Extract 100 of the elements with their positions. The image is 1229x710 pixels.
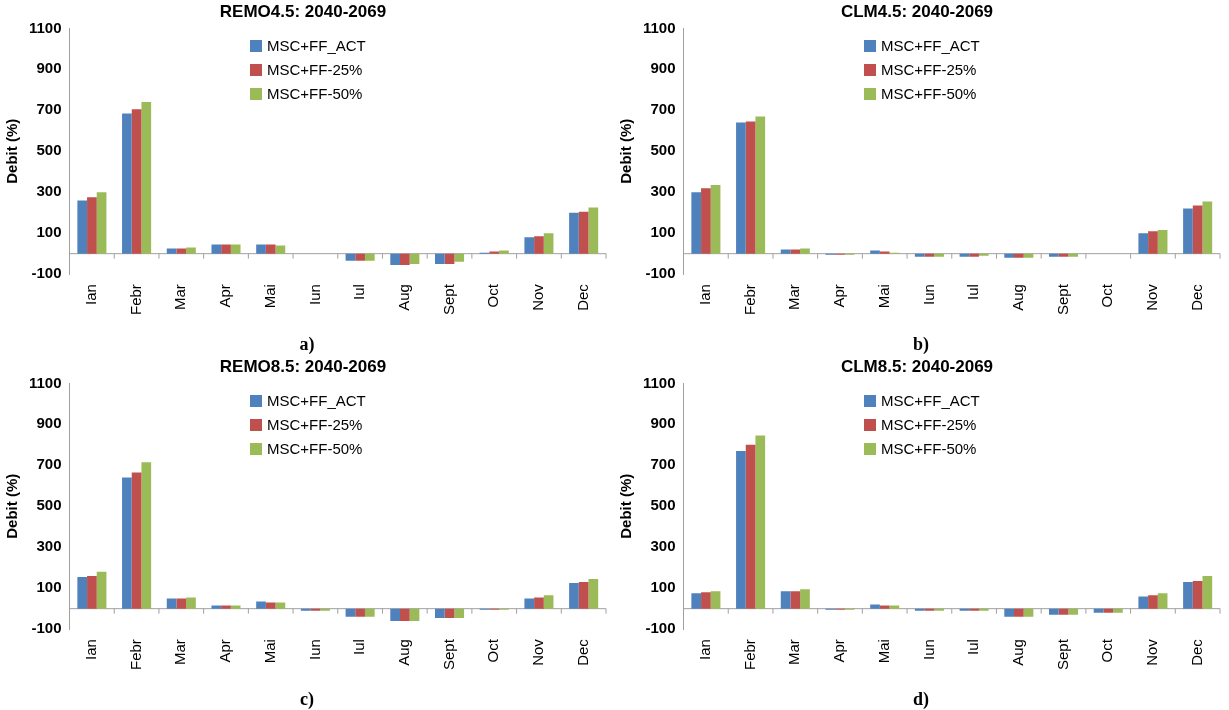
bar (870, 604, 880, 609)
bar (1013, 253, 1024, 258)
bar (710, 591, 721, 609)
x-tick-label: Apr (830, 284, 848, 308)
y-tick-label: 300 (36, 537, 62, 555)
bar (1093, 608, 1104, 613)
y-tick-label: 300 (650, 182, 676, 200)
x-tick-label: Nov (529, 283, 547, 311)
bar (701, 188, 711, 254)
y-tick-label: 1100 (28, 18, 62, 36)
legend-label: MSC+FF_ACT (881, 36, 980, 56)
bar (1202, 575, 1213, 609)
bar (959, 608, 970, 611)
chart-title: REMO8.5: 2040-2069 (219, 356, 387, 376)
bar (879, 605, 890, 609)
x-tick-label: Apr (830, 639, 848, 663)
bar (1004, 253, 1014, 258)
y-tick-label: 900 (650, 59, 676, 77)
bar (454, 608, 465, 618)
bar (736, 450, 746, 609)
y-axis-title: Debit (%) (617, 118, 635, 184)
bar (364, 608, 375, 617)
bar (345, 253, 356, 261)
bar (186, 597, 196, 609)
bar (934, 608, 944, 611)
x-tick-label: Dec (1187, 638, 1205, 666)
x-tick-label: Aug (1008, 639, 1026, 666)
bar (96, 192, 107, 254)
y-tick-label: 500 (36, 496, 62, 514)
bar (1023, 608, 1034, 617)
bar (755, 435, 766, 609)
y-axis-title: Debit (%) (617, 473, 635, 539)
y-tick-label: 500 (36, 141, 62, 159)
bar (524, 598, 535, 609)
bar (256, 244, 266, 254)
bar (1138, 596, 1149, 609)
bar (1004, 608, 1014, 617)
bar (1157, 230, 1168, 254)
bar (454, 253, 465, 262)
chart-title: CLM4.5: 2040-2069 (840, 1, 994, 21)
chart-title: REMO4.5: 2040-2069 (219, 1, 387, 21)
x-tick-label: Mai (260, 639, 278, 664)
bar (879, 251, 890, 254)
y-tick-label: 900 (650, 414, 676, 432)
bar (1202, 201, 1213, 254)
legend-label: MSC+FF-25% (267, 60, 363, 80)
x-tick-label: Mai (260, 284, 278, 309)
text: d) (912, 689, 930, 710)
bar (265, 602, 276, 609)
y-tick-label: 900 (36, 414, 62, 432)
bar (1113, 608, 1123, 613)
y-tick-label: 1100 (642, 18, 676, 36)
x-tick-label: Dec (573, 638, 591, 666)
x-tick-label: Dec (573, 283, 591, 311)
bar (176, 598, 187, 609)
bar (569, 583, 579, 609)
bar (978, 253, 989, 256)
bar (409, 608, 420, 621)
x-tick-label: Iul (964, 284, 982, 300)
bar (534, 236, 544, 254)
bar (889, 605, 900, 609)
bar (543, 595, 554, 609)
bar (77, 200, 88, 254)
bar (399, 253, 410, 265)
bar (588, 207, 599, 254)
y-tick-label: 700 (650, 455, 676, 473)
bar (780, 249, 791, 254)
bar (256, 601, 266, 609)
bar (1049, 608, 1059, 615)
bar (221, 244, 231, 254)
x-tick-label: Oct (1098, 638, 1116, 663)
y-tick-label: 100 (650, 223, 676, 241)
legend-label: MSC+FF_ACT (881, 391, 980, 411)
y-tick-label: -100 (31, 264, 62, 282)
bar (534, 597, 544, 609)
x-tick-label: Iun (305, 639, 323, 660)
bar (122, 113, 132, 254)
bar (1192, 581, 1203, 609)
bar (176, 248, 187, 254)
y-tick-label: 700 (650, 100, 676, 118)
bar (1068, 608, 1079, 615)
bar (914, 608, 925, 611)
bar (978, 608, 989, 611)
bar (1103, 608, 1114, 613)
bar (588, 578, 599, 609)
text: b) (912, 334, 930, 355)
bar (186, 247, 196, 254)
bar (969, 253, 979, 257)
bar (780, 591, 791, 609)
y-tick-label: 100 (650, 578, 676, 596)
bar (934, 253, 944, 257)
bar (96, 571, 107, 609)
bar (745, 121, 756, 254)
bar (320, 608, 330, 611)
x-tick-label: Mai (874, 284, 892, 309)
x-tick-label: Sept (1053, 638, 1071, 670)
chart-title: CLM8.5: 2040-2069 (840, 356, 994, 376)
x-tick-label: Iun (305, 284, 323, 305)
x-tick-label: Aug (1008, 284, 1026, 311)
bar (569, 212, 579, 254)
